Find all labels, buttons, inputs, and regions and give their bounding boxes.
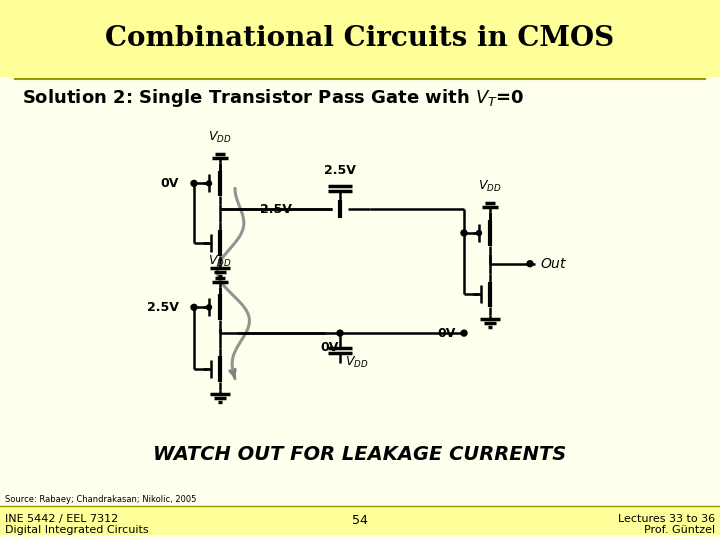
Text: 54: 54 bbox=[352, 514, 368, 527]
FancyBboxPatch shape bbox=[0, 0, 720, 77]
Text: $V_{DD}$: $V_{DD}$ bbox=[208, 254, 232, 269]
Text: 0V: 0V bbox=[161, 177, 179, 190]
Text: $V_{DD}$: $V_{DD}$ bbox=[345, 355, 369, 370]
Text: 2.5V: 2.5V bbox=[324, 165, 356, 178]
Circle shape bbox=[337, 330, 343, 336]
Text: $V_{DD}$: $V_{DD}$ bbox=[478, 179, 502, 194]
Text: Source: Rabaey; Chandrakasan; Nikolic, 2005: Source: Rabaey; Chandrakasan; Nikolic, 2… bbox=[5, 495, 197, 504]
Text: 0V: 0V bbox=[321, 341, 339, 354]
Text: INE 5442 / EEL 7312
Digital Integrated Circuits: INE 5442 / EEL 7312 Digital Integrated C… bbox=[5, 514, 148, 535]
Circle shape bbox=[191, 305, 197, 310]
Circle shape bbox=[477, 231, 482, 235]
Text: Solution 2: Single Transistor Pass Gate with $V_T$=0: Solution 2: Single Transistor Pass Gate … bbox=[22, 87, 525, 109]
Text: WATCH OUT FOR LEAKAGE CURRENTS: WATCH OUT FOR LEAKAGE CURRENTS bbox=[153, 444, 567, 463]
Circle shape bbox=[191, 180, 197, 186]
Circle shape bbox=[527, 261, 533, 267]
Text: $V_{DD}$: $V_{DD}$ bbox=[208, 130, 232, 145]
Text: $Out$: $Out$ bbox=[540, 256, 567, 271]
Text: 2.5V: 2.5V bbox=[147, 301, 179, 314]
Circle shape bbox=[461, 330, 467, 336]
Circle shape bbox=[207, 305, 212, 310]
Text: 2.5V: 2.5V bbox=[260, 202, 292, 215]
Text: Lectures 33 to 36
Prof. Güntzel: Lectures 33 to 36 Prof. Güntzel bbox=[618, 514, 715, 535]
FancyBboxPatch shape bbox=[0, 505, 720, 535]
Text: Combinational Circuits in CMOS: Combinational Circuits in CMOS bbox=[105, 25, 615, 52]
Circle shape bbox=[461, 230, 467, 236]
Circle shape bbox=[207, 181, 212, 186]
Text: 0V: 0V bbox=[438, 327, 456, 340]
